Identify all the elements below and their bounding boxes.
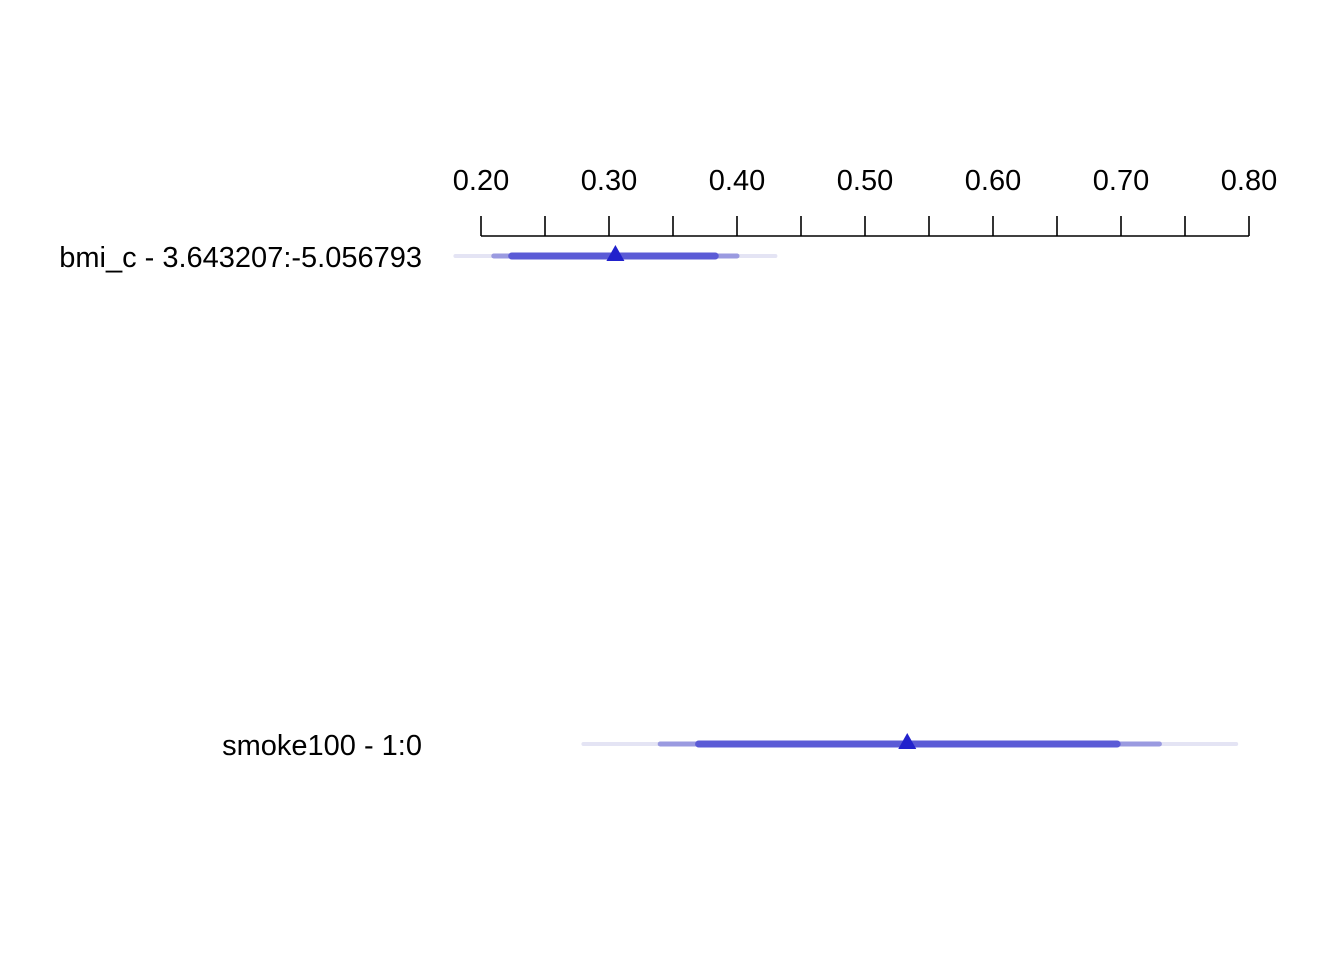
x-axis-tick-label: 0.70	[1093, 165, 1149, 197]
x-axis: 0.20 0.30 0.40 0.50 0.60 0.70 0.80	[453, 165, 1277, 237]
forest-row: smoke100 - 1:0	[222, 730, 1239, 762]
x-axis-tick-label: 0.20	[453, 165, 509, 197]
plot-rows: bmi_c - 3.643207:-5.056793 smoke100 - 1:0	[59, 242, 1239, 762]
row-label: smoke100 - 1:0	[222, 730, 422, 762]
row-label: bmi_c - 3.643207:-5.056793	[59, 242, 422, 274]
x-axis-tick-label: 0.40	[709, 165, 765, 197]
estimate-marker	[898, 733, 917, 749]
x-axis-tick-label: 0.30	[581, 165, 637, 197]
x-axis-tick-label: 0.80	[1221, 165, 1277, 197]
forest-row: bmi_c - 3.643207:-5.056793	[59, 242, 778, 274]
x-axis-tick-label: 0.60	[965, 165, 1021, 197]
x-axis-tick-label: 0.50	[837, 165, 893, 197]
estimate-marker	[606, 245, 625, 261]
